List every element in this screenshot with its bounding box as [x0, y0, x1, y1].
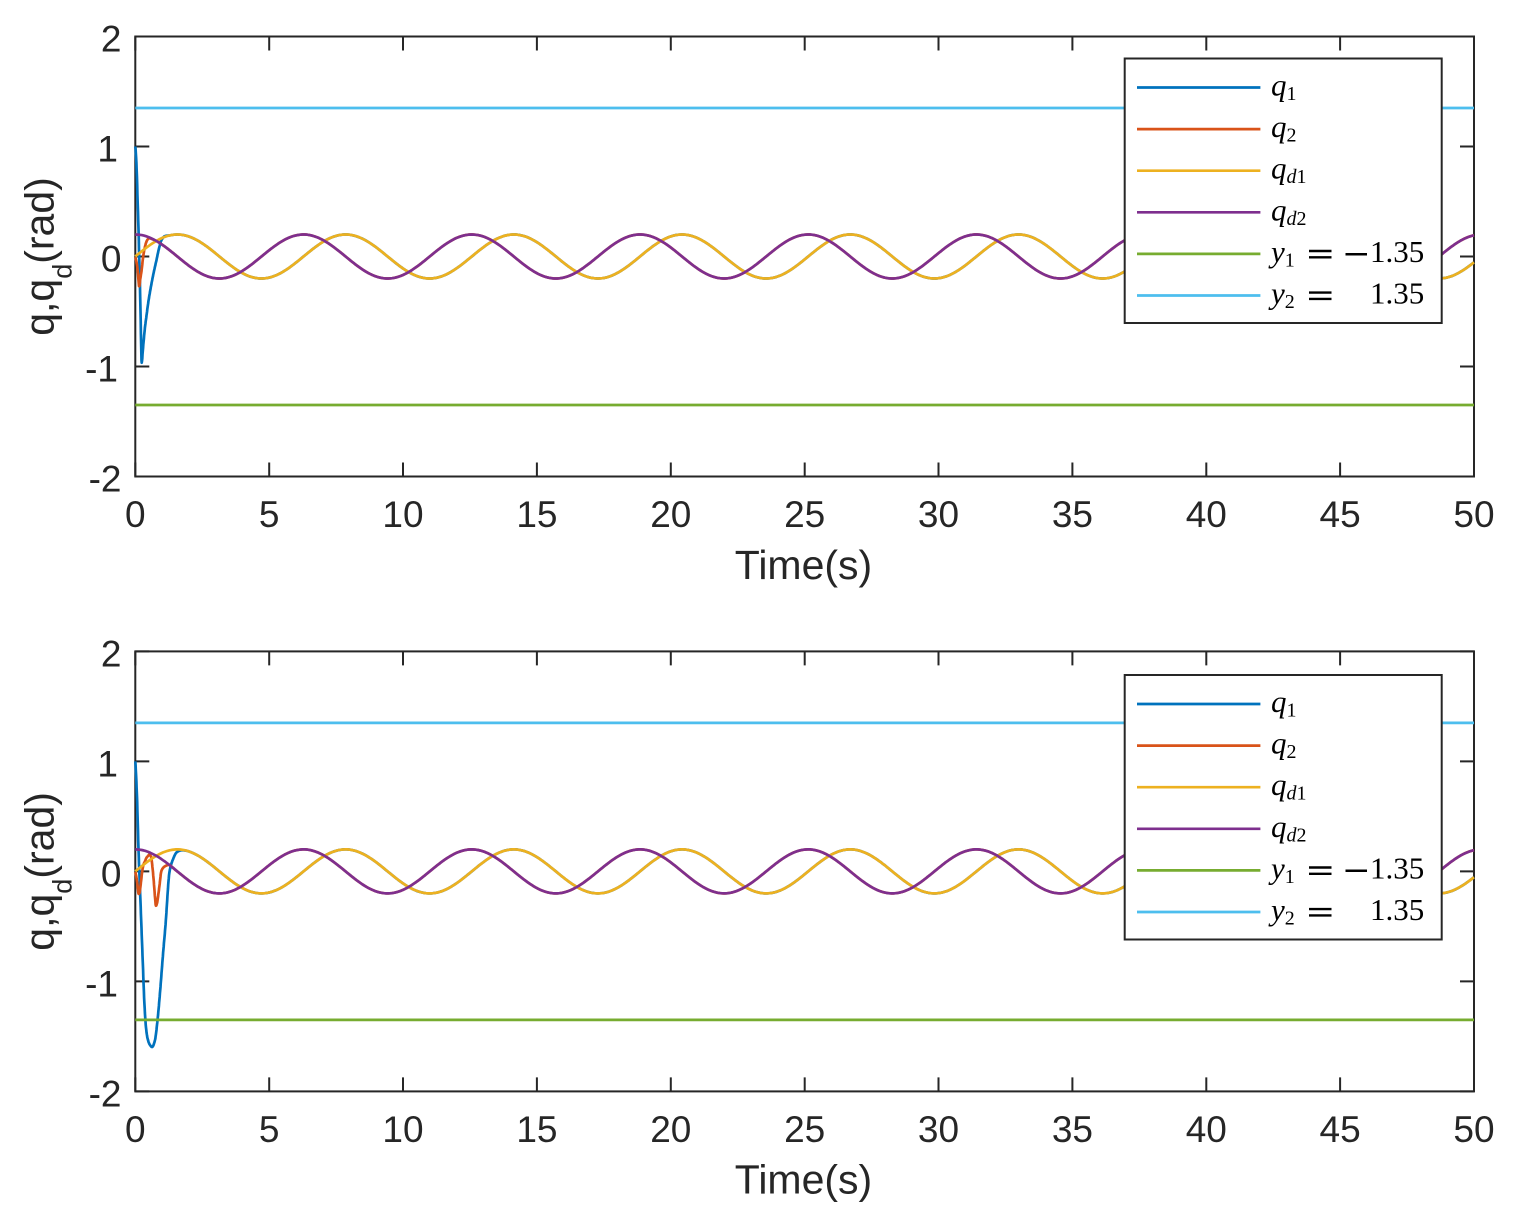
svg-text:Time(s): Time(s) [735, 1157, 872, 1203]
svg-text:qd1: qd1 [1271, 151, 1307, 189]
svg-text:y1: y1 [1268, 850, 1295, 888]
svg-text:50: 50 [1453, 1109, 1494, 1150]
svg-text:y1: y1 [1268, 234, 1295, 272]
svg-text:q1: q1 [1271, 684, 1297, 722]
svg-text:q2: q2 [1271, 109, 1297, 147]
svg-text:10: 10 [382, 494, 423, 535]
svg-text:0: 0 [125, 494, 146, 535]
svg-text:0: 0 [125, 1109, 146, 1150]
svg-text:5: 5 [259, 494, 280, 535]
svg-text:40: 40 [1186, 494, 1227, 535]
svg-text:-1: -1 [85, 963, 118, 1004]
svg-text:y2: y2 [1268, 892, 1295, 930]
svg-text:q2: q2 [1271, 726, 1297, 764]
svg-text:1.35: 1.35 [1370, 234, 1424, 269]
svg-text:25: 25 [784, 1109, 825, 1150]
svg-text:0: 0 [101, 853, 122, 894]
svg-text:5: 5 [259, 1109, 280, 1150]
svg-text:0: 0 [101, 239, 122, 280]
svg-text:20: 20 [650, 494, 691, 535]
svg-text:30: 30 [918, 1109, 959, 1150]
svg-text:Time(s): Time(s) [735, 542, 872, 588]
svg-text:30: 30 [918, 494, 959, 535]
svg-text:qd2: qd2 [1271, 809, 1307, 847]
svg-text:q1: q1 [1271, 68, 1297, 106]
svg-text:2: 2 [101, 633, 122, 674]
svg-text:1: 1 [97, 743, 118, 784]
svg-text:45: 45 [1320, 494, 1361, 535]
svg-text:35: 35 [1052, 494, 1093, 535]
svg-text:-2: -2 [89, 459, 122, 500]
svg-text:15: 15 [516, 494, 557, 535]
svg-text:1: 1 [97, 129, 118, 170]
svg-text:1.35: 1.35 [1370, 850, 1424, 885]
svg-text:40: 40 [1186, 1109, 1227, 1150]
svg-text:-2: -2 [89, 1073, 122, 1114]
svg-text:qd2: qd2 [1271, 192, 1307, 230]
svg-text:25: 25 [784, 494, 825, 535]
svg-text:50: 50 [1453, 494, 1494, 535]
svg-text:45: 45 [1320, 1109, 1361, 1150]
svg-text:y2: y2 [1268, 276, 1295, 314]
svg-text:1.35: 1.35 [1370, 276, 1424, 311]
svg-text:35: 35 [1052, 1109, 1093, 1150]
svg-text:2: 2 [101, 19, 122, 60]
svg-text:20: 20 [650, 1109, 691, 1150]
svg-text:15: 15 [516, 1109, 557, 1150]
svg-text:1.35: 1.35 [1370, 892, 1424, 927]
svg-text:10: 10 [382, 1109, 423, 1150]
svg-text:-1: -1 [85, 349, 118, 390]
svg-text:qd1: qd1 [1271, 767, 1307, 805]
